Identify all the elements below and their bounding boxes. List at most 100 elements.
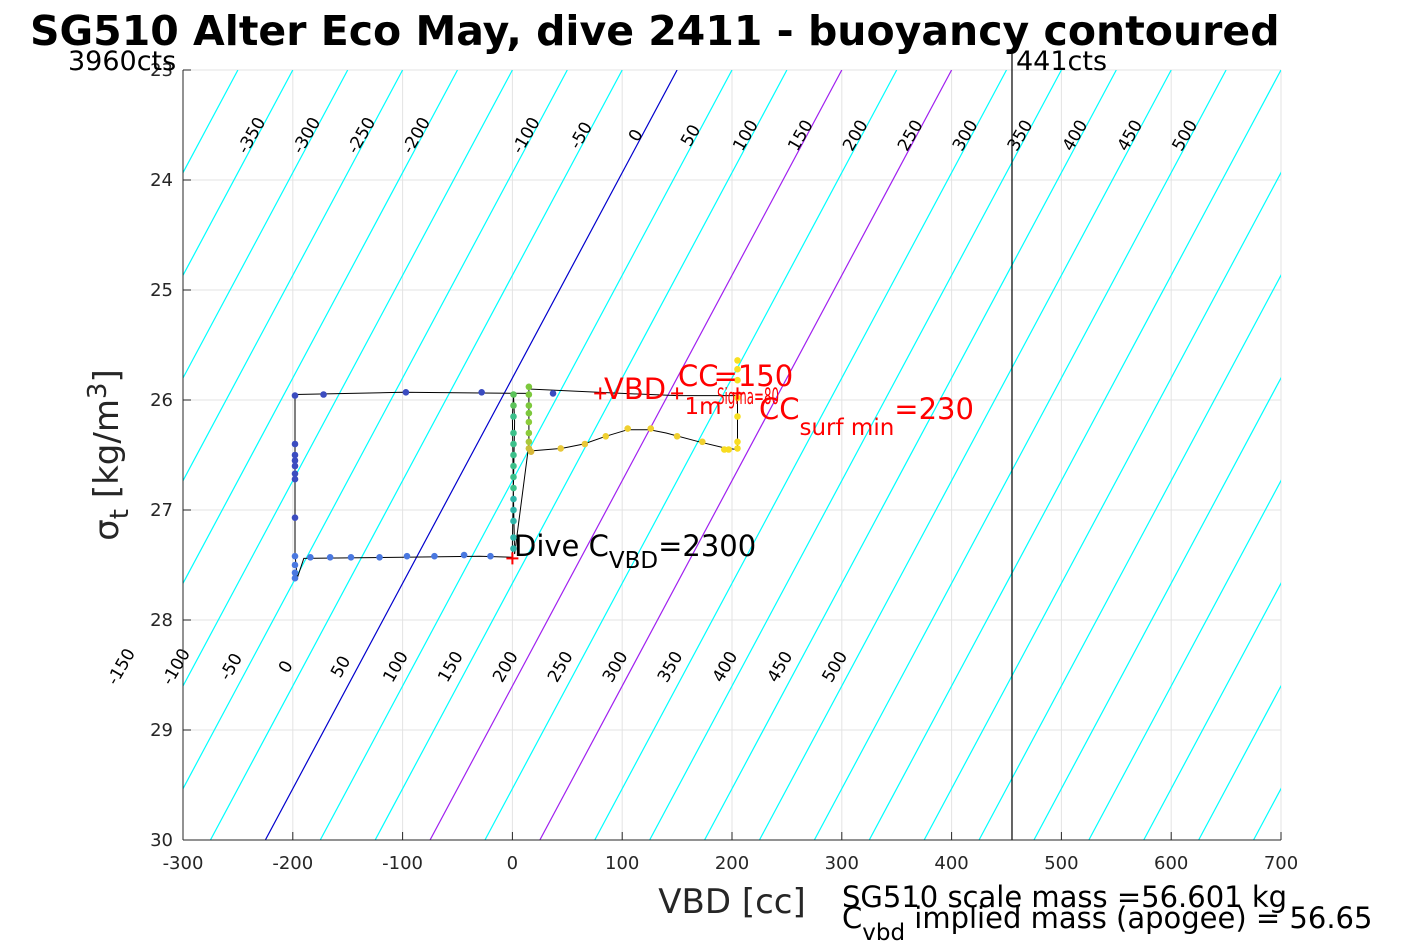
scatter-point bbox=[734, 376, 741, 384]
plus-marker bbox=[731, 387, 744, 400]
contour-line bbox=[183, 70, 459, 585]
mass-line-1: SG510 scale mass =56.601 kg bbox=[842, 880, 1287, 914]
scatter-point bbox=[510, 473, 517, 481]
scatter-point bbox=[525, 438, 533, 446]
scatter-point bbox=[291, 514, 299, 521]
scatter-point bbox=[734, 413, 741, 420]
scatter-point bbox=[581, 440, 589, 448]
contour-line bbox=[868, 70, 1281, 840]
corner-label-left: 3960cts bbox=[68, 46, 176, 77]
annotation-dive-main: Dive C bbox=[514, 529, 609, 563]
contour-line bbox=[978, 274, 1281, 840]
contour-line bbox=[183, 70, 294, 277]
x-tick-label: 0 bbox=[507, 853, 518, 874]
plus-marker bbox=[506, 552, 519, 565]
scatter-point bbox=[320, 391, 327, 398]
y-axis-label-sup: 3 bbox=[83, 383, 113, 400]
annotation-cc1m-main: CC bbox=[678, 359, 719, 393]
scatter-point bbox=[510, 402, 517, 409]
scatter-point bbox=[510, 440, 517, 448]
annotation-cc1m-eq: =150 bbox=[714, 359, 794, 393]
contour-line bbox=[1308, 70, 1417, 840]
mass-line-2-main: C bbox=[842, 901, 862, 935]
contour-line bbox=[704, 70, 1117, 840]
y-tick-label: 23 bbox=[150, 60, 173, 81]
scatter-point bbox=[510, 462, 517, 470]
scatter-point bbox=[699, 438, 706, 446]
scatter-point bbox=[291, 470, 299, 478]
contour-line bbox=[649, 70, 1062, 840]
scatter-point bbox=[525, 429, 533, 437]
scatter-point bbox=[725, 446, 733, 453]
contour-lines bbox=[0, 70, 1417, 840]
scatter-point bbox=[525, 409, 533, 417]
scatter-point bbox=[527, 448, 535, 456]
tick-labels: -300 -200 -100 0 100 200 300 400 500 600 700 23 24 25… bbox=[150, 60, 1298, 874]
y-axis-label-sub: t bbox=[105, 509, 135, 519]
scatter-point bbox=[291, 561, 299, 569]
chart-title: SG510 Alter Eco May, dive 2411 - buoyanc… bbox=[30, 7, 1280, 55]
contour-line bbox=[0, 70, 18, 840]
scatter-point bbox=[347, 554, 355, 561]
mass-line-2-rest: implied mass (apogee) = 56.65 bbox=[905, 901, 1372, 935]
scatter-point bbox=[487, 552, 494, 560]
scatter-point bbox=[291, 574, 299, 582]
annotation-dive-sub: VBD bbox=[609, 548, 658, 574]
svg-text:σt [kg/m3]: σt [kg/m3] bbox=[83, 369, 135, 541]
annotation-vbd: VBD bbox=[604, 372, 666, 406]
contour-line bbox=[319, 70, 733, 840]
scatter-point bbox=[291, 475, 299, 483]
scatter-point bbox=[510, 506, 517, 514]
scatter-point bbox=[510, 429, 517, 437]
contour-line bbox=[0, 70, 73, 840]
y-axis-label-close: ] bbox=[87, 369, 127, 382]
contour-line bbox=[1033, 376, 1281, 840]
y-tick-label: 30 bbox=[150, 830, 173, 851]
contour-label-bottom: -150 bbox=[103, 645, 140, 688]
scatter-point bbox=[673, 433, 681, 440]
contour-line bbox=[374, 70, 788, 840]
y-tick-label: 25 bbox=[150, 280, 173, 301]
scatter-point bbox=[291, 462, 299, 470]
contour-line bbox=[429, 70, 843, 840]
contour-line bbox=[1143, 582, 1281, 840]
contour-line bbox=[1088, 479, 1281, 840]
x-axis-label: VBD [cc] bbox=[658, 882, 806, 922]
scatter-point bbox=[557, 445, 565, 452]
contour-line bbox=[539, 70, 953, 840]
scatter-point bbox=[291, 569, 299, 576]
scatter-point bbox=[510, 451, 517, 459]
mass-line-2-sub: vbd bbox=[862, 920, 905, 945]
scatter-point bbox=[478, 389, 485, 396]
mass-line-2: Cvbd implied mass (apogee) = 56.65 bbox=[842, 901, 1372, 945]
scatter-point bbox=[291, 451, 299, 459]
scatter-point bbox=[402, 389, 410, 396]
scatter-point bbox=[291, 457, 299, 464]
scatter-point bbox=[549, 390, 557, 397]
y-tick-label: 27 bbox=[150, 500, 173, 521]
scatter-point bbox=[510, 495, 517, 503]
annotation-ccsurf-sub: surf min bbox=[800, 415, 895, 441]
x-tick-label: 300 bbox=[825, 853, 859, 874]
x-tick-label: 200 bbox=[715, 853, 749, 874]
x-tick-label: 600 bbox=[1154, 853, 1188, 874]
y-tick-label: 24 bbox=[150, 170, 173, 191]
y-axis-label: σt [kg/m3] bbox=[83, 369, 135, 541]
scatter-point bbox=[647, 425, 655, 432]
contour-line bbox=[1198, 684, 1281, 840]
contour-line bbox=[183, 70, 404, 482]
y-axis-label-units: [kg/m bbox=[87, 399, 127, 498]
contour-line bbox=[484, 70, 898, 840]
contour-line bbox=[813, 70, 1227, 840]
annotation-sigma-overlap: Sigma=80 bbox=[717, 385, 779, 410]
plus-marker bbox=[594, 387, 607, 400]
annotation-ccsurf-main: CC bbox=[759, 392, 800, 426]
y-tick-label: 26 bbox=[150, 390, 173, 411]
scatter-point bbox=[510, 484, 517, 492]
scatter-point bbox=[734, 365, 741, 373]
scatter-points bbox=[291, 357, 741, 582]
scatter-point bbox=[525, 391, 533, 398]
scatter-point bbox=[525, 383, 533, 391]
series-line bbox=[294, 388, 738, 579]
contour-line bbox=[264, 70, 678, 840]
